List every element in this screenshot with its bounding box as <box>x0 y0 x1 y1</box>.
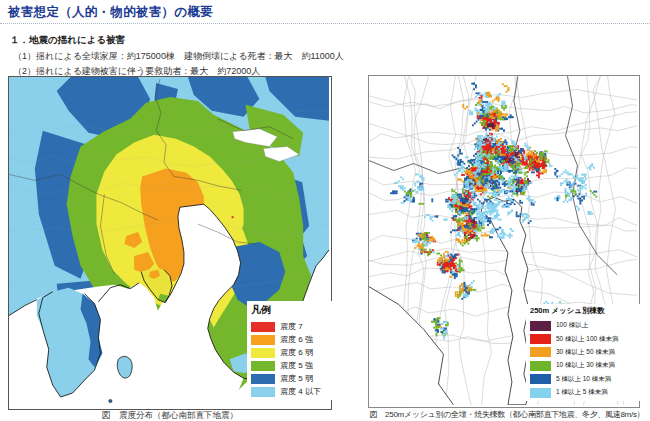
legend-label: 5 棟以上 10 棟未満 <box>556 375 611 384</box>
legend-title: 凡例 <box>251 303 335 317</box>
legend-title: 250m メッシュ別棟数 <box>530 306 640 316</box>
legend-item: 震度 6 強 <box>251 333 335 346</box>
legend-swatch <box>530 361 551 371</box>
page: { "header": { "title": "被害想定（人的・物的被害）の概要… <box>0 0 650 421</box>
legend-item: 震度 6 弱 <box>251 346 335 359</box>
legend-label: 10 棟以上 30 棟未満 <box>556 361 615 370</box>
legend-item: 30 棟以上 50 棟未満 <box>530 346 640 359</box>
legend-swatch <box>530 347 551 357</box>
legend-swatch <box>251 387 275 397</box>
intensity-legend: 凡例 震度 7 震度 6 強震度 6 弱震度 5 強震度 5 弱震度 4 以下 <box>247 301 335 400</box>
legend-label: 震度 5 強 <box>280 360 313 371</box>
legend-swatch <box>251 348 275 358</box>
legend-label: 震度 7 <box>280 321 303 332</box>
legend-item: 50 棟以上 100 棟未満 <box>530 332 640 345</box>
legend-swatch <box>251 322 275 332</box>
seismic-intensity-map: 凡例 震度 7 震度 6 強震度 6 弱震度 5 強震度 5 弱震度 4 以下 <box>8 76 332 410</box>
page-title: 被害想定（人的・物的被害）の概要 <box>8 4 213 21</box>
legend-label: 震度 5 弱 <box>280 373 313 384</box>
left-map-caption: 図 震度分布（都心南部直下地震） <box>8 410 332 421</box>
legend-item: 震度 7 <box>251 320 335 333</box>
section-heading: １．地震の揺れによる被害 <box>10 34 125 47</box>
legend-swatch <box>530 388 551 398</box>
legend-swatch <box>530 334 551 344</box>
legend-swatch <box>530 321 551 331</box>
legend-label: 震度 6 強 <box>280 334 313 345</box>
legend-swatch <box>251 374 275 384</box>
legend-item: 1 棟以上 5 棟未満 <box>530 386 640 399</box>
legend-swatch <box>530 374 551 384</box>
legend-label: 50 棟以上 100 棟未満 <box>556 335 619 344</box>
legend-swatch <box>251 335 275 345</box>
legend-label: 震度 6 弱 <box>280 347 313 358</box>
legend-item: 震度 5 弱 <box>251 372 335 385</box>
damage-item-1: （1）揺れによる全壊家屋：約175000棟 建物倒壊による死者：最大 約1100… <box>13 50 344 63</box>
legend-label: 100 棟以上 <box>556 321 588 330</box>
title-divider <box>0 23 650 24</box>
legend-label: 1 棟以上 5 棟未満 <box>556 388 608 397</box>
legend-swatch <box>251 361 275 371</box>
legend-item: 震度 4 以下 <box>251 385 335 398</box>
legend-label: 震度 4 以下 <box>280 386 321 397</box>
legend-label: 30 棟以上 50 棟未満 <box>556 348 615 357</box>
right-map-caption: 図 250mメッシュ別の全壊・焼失棟数（都心南部直下地震、冬夕、風速8m/s） <box>362 409 650 420</box>
legend-item: 100 棟以上 <box>530 319 640 332</box>
legend-item: 5 棟以上 10 棟未満 <box>530 373 640 386</box>
mesh-legend: 250m メッシュ別棟数 100 棟以上 50 棟以上 100 棟未満 30 棟以上… <box>526 304 640 401</box>
building-damage-mesh-map: 250m メッシュ別棟数 100 棟以上 50 棟以上 100 棟未満 30 棟以上… <box>368 75 640 408</box>
legend-item: 10 棟以上 30 棟未満 <box>530 359 640 372</box>
legend-item: 震度 5 強 <box>251 359 335 372</box>
